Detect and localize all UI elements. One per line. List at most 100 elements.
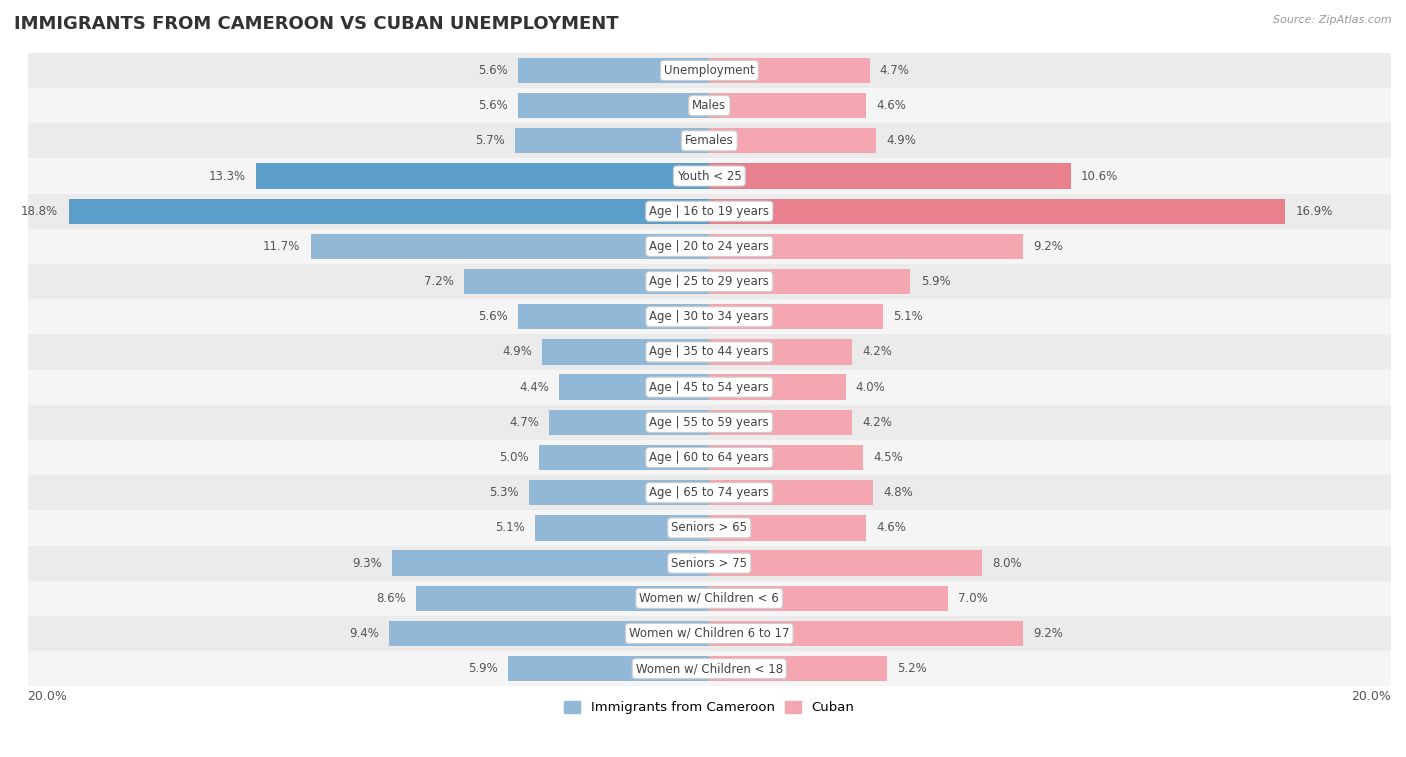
Bar	[519, 93, 709, 118]
Text: 7.2%: 7.2%	[423, 275, 454, 288]
Bar	[28, 510, 1391, 546]
Text: Age | 45 to 54 years: Age | 45 to 54 years	[650, 381, 769, 394]
Bar	[28, 651, 1391, 687]
Text: 4.6%: 4.6%	[876, 99, 907, 112]
Bar	[709, 93, 866, 118]
Bar	[28, 194, 1391, 229]
Bar	[709, 586, 948, 611]
Bar	[709, 516, 866, 540]
Bar	[464, 269, 709, 294]
Text: 10.6%: 10.6%	[1081, 170, 1118, 182]
Text: 4.7%: 4.7%	[880, 64, 910, 77]
Bar	[529, 480, 709, 506]
Bar	[709, 304, 883, 329]
Bar	[28, 546, 1391, 581]
Text: Age | 20 to 24 years: Age | 20 to 24 years	[650, 240, 769, 253]
Text: Age | 16 to 19 years: Age | 16 to 19 years	[650, 204, 769, 218]
Text: 16.9%: 16.9%	[1295, 204, 1333, 218]
Text: Age | 25 to 29 years: Age | 25 to 29 years	[650, 275, 769, 288]
Bar	[709, 445, 863, 470]
Bar	[311, 234, 709, 259]
Text: Women w/ Children < 6: Women w/ Children < 6	[640, 592, 779, 605]
Text: 4.0%: 4.0%	[856, 381, 886, 394]
Text: 9.2%: 9.2%	[1033, 627, 1063, 640]
Text: 4.4%: 4.4%	[519, 381, 550, 394]
Text: 18.8%: 18.8%	[21, 204, 58, 218]
Text: 4.9%: 4.9%	[887, 134, 917, 148]
Bar	[550, 410, 709, 435]
Bar	[709, 198, 1285, 224]
Bar	[709, 621, 1024, 646]
Bar	[515, 128, 709, 154]
Bar	[28, 335, 1391, 369]
Text: 5.3%: 5.3%	[489, 486, 519, 499]
Text: Age | 55 to 59 years: Age | 55 to 59 years	[650, 416, 769, 428]
Bar	[709, 480, 873, 506]
Text: 9.3%: 9.3%	[353, 556, 382, 569]
Text: 5.6%: 5.6%	[478, 64, 508, 77]
Bar	[28, 616, 1391, 651]
Text: 8.6%: 8.6%	[377, 592, 406, 605]
Bar	[519, 58, 709, 83]
Text: Seniors > 65: Seniors > 65	[671, 522, 748, 534]
Text: Males: Males	[692, 99, 727, 112]
Text: Source: ZipAtlas.com: Source: ZipAtlas.com	[1274, 15, 1392, 25]
Bar	[709, 128, 876, 154]
Bar	[28, 440, 1391, 475]
Text: Youth < 25: Youth < 25	[676, 170, 742, 182]
Bar	[28, 158, 1391, 194]
Text: 20.0%: 20.0%	[28, 690, 67, 703]
Bar	[28, 53, 1391, 88]
Bar	[28, 369, 1391, 405]
Text: 5.1%: 5.1%	[495, 522, 526, 534]
Bar	[416, 586, 709, 611]
Bar	[28, 123, 1391, 158]
Bar	[709, 269, 911, 294]
Bar	[709, 375, 845, 400]
Text: Females: Females	[685, 134, 734, 148]
Text: Women w/ Children 6 to 17: Women w/ Children 6 to 17	[628, 627, 790, 640]
Text: 20.0%: 20.0%	[1351, 690, 1391, 703]
Text: 9.2%: 9.2%	[1033, 240, 1063, 253]
Bar	[709, 550, 981, 576]
Bar	[709, 58, 869, 83]
Bar	[389, 621, 709, 646]
Text: Age | 35 to 44 years: Age | 35 to 44 years	[650, 345, 769, 359]
Text: 5.9%: 5.9%	[468, 662, 498, 675]
Text: 5.1%: 5.1%	[893, 310, 924, 323]
Text: Women w/ Children < 18: Women w/ Children < 18	[636, 662, 783, 675]
Text: 4.9%: 4.9%	[502, 345, 531, 359]
Text: 4.2%: 4.2%	[863, 416, 893, 428]
Bar	[709, 164, 1070, 188]
Text: 4.6%: 4.6%	[876, 522, 907, 534]
Text: 4.2%: 4.2%	[863, 345, 893, 359]
Text: Unemployment: Unemployment	[664, 64, 755, 77]
Bar	[536, 516, 709, 540]
Bar	[28, 475, 1391, 510]
Bar	[709, 410, 852, 435]
Text: Seniors > 75: Seniors > 75	[671, 556, 748, 569]
Bar	[392, 550, 709, 576]
Text: 4.8%: 4.8%	[883, 486, 912, 499]
Bar	[560, 375, 709, 400]
Bar	[709, 656, 887, 681]
Bar	[543, 339, 709, 365]
Bar	[28, 88, 1391, 123]
Text: Age | 65 to 74 years: Age | 65 to 74 years	[650, 486, 769, 499]
Bar	[709, 339, 852, 365]
Bar	[28, 264, 1391, 299]
Bar	[28, 581, 1391, 616]
Text: Age | 60 to 64 years: Age | 60 to 64 years	[650, 451, 769, 464]
Bar	[256, 164, 709, 188]
Text: 5.7%: 5.7%	[475, 134, 505, 148]
Legend: Immigrants from Cameroon, Cuban: Immigrants from Cameroon, Cuban	[564, 701, 855, 715]
Text: 9.4%: 9.4%	[349, 627, 378, 640]
Text: 5.9%: 5.9%	[921, 275, 950, 288]
Text: 5.6%: 5.6%	[478, 99, 508, 112]
Text: 5.0%: 5.0%	[499, 451, 529, 464]
Text: 4.5%: 4.5%	[873, 451, 903, 464]
Bar	[28, 405, 1391, 440]
Text: 5.2%: 5.2%	[897, 662, 927, 675]
Bar	[538, 445, 709, 470]
Bar	[28, 229, 1391, 264]
